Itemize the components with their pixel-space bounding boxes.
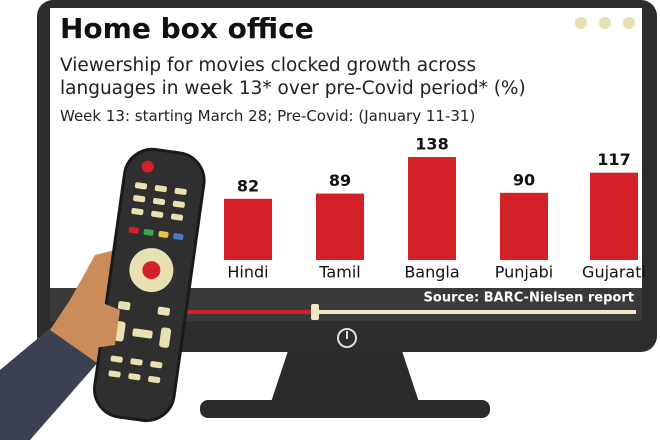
thumb bbox=[77, 300, 120, 350]
remote bbox=[93, 147, 206, 423]
category-label: Bangla bbox=[404, 263, 459, 282]
remote-red bbox=[128, 226, 139, 234]
category-label: Hindi bbox=[227, 263, 268, 282]
remote-power bbox=[141, 160, 154, 173]
screen-dot bbox=[575, 17, 587, 29]
tv-stand bbox=[270, 345, 420, 405]
remote-blue bbox=[173, 233, 184, 240]
remote-yellow bbox=[158, 231, 169, 238]
power-icon bbox=[337, 328, 357, 348]
screen-dot bbox=[599, 17, 611, 29]
bar bbox=[500, 192, 548, 260]
value-label: 90 bbox=[513, 170, 535, 189]
value-label: 82 bbox=[237, 176, 259, 195]
value-label: 138 bbox=[415, 135, 448, 154]
value-label: 89 bbox=[329, 171, 351, 190]
progress-knob bbox=[311, 304, 319, 320]
screen-dot bbox=[623, 17, 635, 29]
chart-title: Home box office bbox=[60, 12, 314, 45]
sleeve bbox=[0, 320, 100, 440]
category-label: Gujarati bbox=[582, 263, 646, 282]
remote-green bbox=[143, 228, 154, 236]
chart-note: Week 13: starting March 28; Pre-Covid: (… bbox=[60, 107, 476, 125]
bar bbox=[408, 157, 456, 260]
tv-base bbox=[200, 400, 490, 418]
remote-ok bbox=[142, 261, 161, 280]
chart-subtitle: Viewership for movies clocked growth acr… bbox=[60, 55, 526, 99]
category-label: Punjabi bbox=[495, 263, 554, 282]
source: Source: BARC-Nielsen report bbox=[424, 291, 634, 306]
bar bbox=[224, 198, 272, 260]
bar bbox=[590, 172, 638, 260]
category-label: Tamil bbox=[318, 263, 360, 282]
bar bbox=[316, 193, 364, 260]
value-label: 117 bbox=[597, 150, 630, 169]
